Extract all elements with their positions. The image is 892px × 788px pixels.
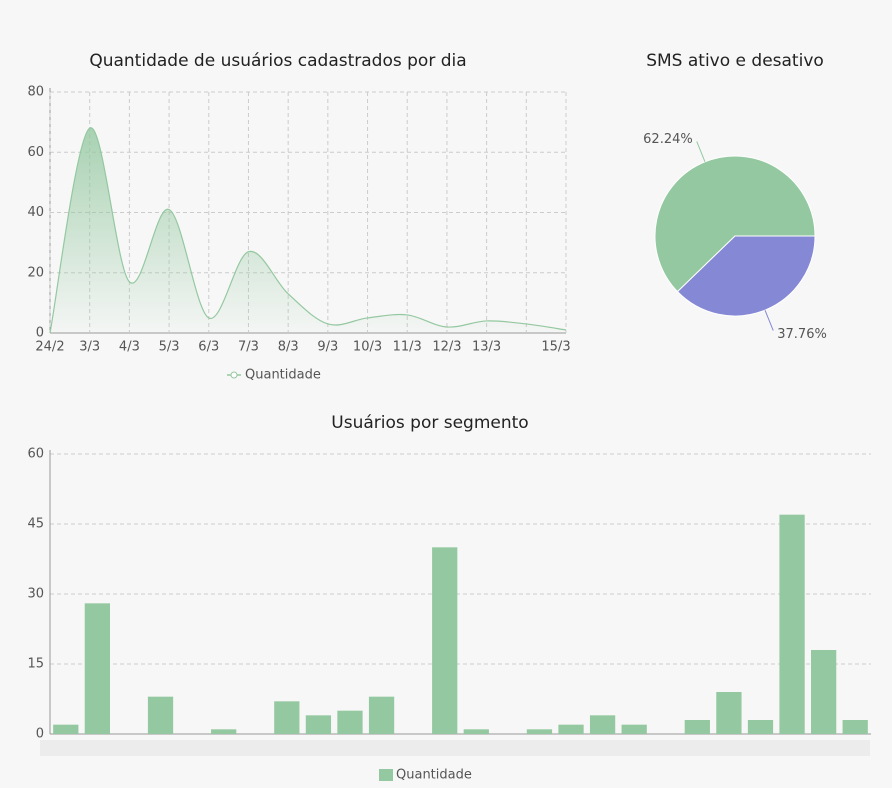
- line: [49, 127, 567, 334]
- chart-title: SMS ativo e desativo: [646, 51, 824, 71]
- x-tick-label: 10/3: [353, 340, 382, 355]
- bar: [811, 650, 837, 734]
- bar: [368, 696, 395, 734]
- data-label: 62.24%: [643, 132, 693, 147]
- x-tick-label: 7/3: [238, 340, 259, 355]
- bar: [337, 710, 363, 734]
- bar: [274, 701, 300, 734]
- bar: [53, 724, 79, 734]
- leader-line: [764, 309, 774, 331]
- y-tick-label: 40: [27, 205, 44, 220]
- bar: [305, 715, 332, 734]
- bar: [779, 514, 805, 734]
- y-tick-label: 80: [27, 85, 44, 100]
- chart-title: Quantidade de usuários cadastrados por d…: [89, 51, 466, 71]
- y-tick-label: 30: [27, 587, 44, 602]
- bar: [558, 724, 584, 734]
- bar: [589, 715, 616, 734]
- blurred-labels: [40, 740, 870, 756]
- y-tick-label: 15: [27, 657, 44, 672]
- bar: [684, 720, 710, 734]
- bar: [842, 720, 868, 734]
- x-tick-label: 9/3: [317, 340, 338, 355]
- bar: [432, 547, 458, 734]
- y-tick-label: 0: [36, 326, 44, 341]
- legend-swatch: [379, 769, 393, 781]
- x-tick-label: 12/3: [432, 340, 461, 355]
- bar: [84, 603, 110, 734]
- leader-line: [696, 141, 706, 163]
- legend-label: Quantidade: [396, 768, 472, 783]
- x-tick-label: 4/3: [119, 340, 140, 355]
- area: [50, 127, 566, 333]
- x-tick-label: 13/3: [472, 340, 501, 355]
- x-tick-label: 8/3: [278, 340, 299, 355]
- legend-label: Quantidade: [245, 368, 321, 383]
- bar: [147, 696, 174, 734]
- x-tick-label: 6/3: [198, 340, 219, 355]
- x-tick-label: 11/3: [393, 340, 422, 355]
- y-tick-label: 60: [27, 145, 44, 160]
- y-tick-label: 60: [27, 447, 44, 462]
- bar: [526, 729, 553, 734]
- x-tick-label: 15/3: [541, 340, 570, 355]
- y-tick-label: 45: [27, 517, 44, 532]
- bar: [211, 729, 237, 734]
- bar: [621, 724, 647, 734]
- bar: [463, 729, 489, 734]
- x-tick-label: 5/3: [159, 340, 180, 355]
- x-tick-label: 3/3: [79, 340, 100, 355]
- data-label: 37.76%: [777, 327, 827, 342]
- bar: [716, 692, 742, 734]
- y-tick-label: 20: [27, 265, 44, 280]
- legend-swatch: [230, 371, 238, 379]
- chart-title: Usuários por segmento: [331, 413, 528, 433]
- bar: [747, 720, 774, 734]
- y-tick-label: 0: [36, 727, 44, 742]
- pie-slice: [654, 155, 816, 293]
- x-tick-label: 24/2: [35, 340, 64, 355]
